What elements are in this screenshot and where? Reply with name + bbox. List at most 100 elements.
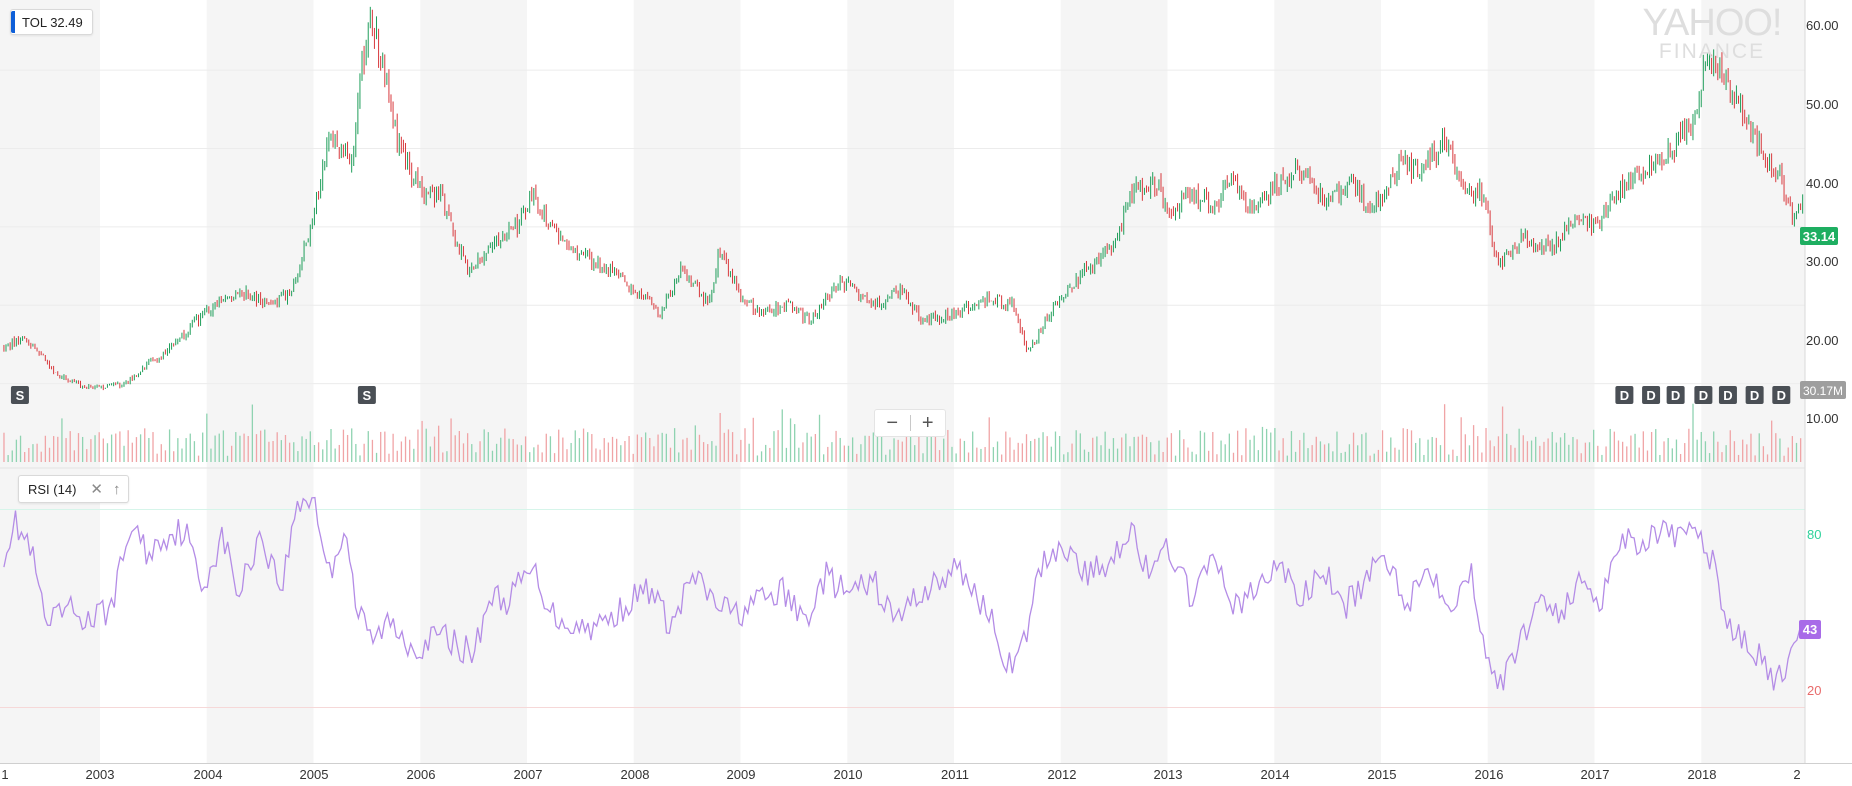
volume-bar (777, 430, 779, 462)
volume-bar (1547, 438, 1549, 462)
volume-bar (450, 418, 452, 462)
volume-bar (868, 435, 870, 462)
volume-bar (1646, 450, 1649, 462)
volume-bar (1058, 436, 1061, 462)
volume-bar (533, 447, 535, 462)
year-band (1060, 0, 1168, 763)
year-band (633, 0, 741, 763)
volume-bar (471, 444, 473, 462)
volume-bar (711, 441, 713, 462)
volume-bar (947, 429, 949, 462)
event-marker[interactable]: D (1772, 386, 1791, 404)
volume-bar (984, 447, 986, 462)
volume-bar (32, 444, 34, 462)
x-tick-label: 2010 (834, 767, 863, 782)
volume-bar (1332, 451, 1334, 462)
close-icon[interactable]: ✕ (90, 480, 103, 498)
volume-bar (475, 452, 477, 462)
volume-bar (760, 451, 763, 462)
event-marker[interactable]: D (1615, 386, 1634, 404)
volume-bar (905, 433, 908, 462)
volume-bar (1506, 433, 1508, 462)
volume-bar (1750, 433, 1752, 462)
volume-bar (19, 435, 22, 462)
volume-bar (218, 433, 220, 462)
volume-bar (1166, 437, 1168, 462)
volume-bar (508, 438, 510, 462)
volume-bar (951, 446, 953, 462)
volume-bar (967, 452, 970, 462)
volume-bar (177, 438, 179, 462)
volume-bar (479, 441, 481, 462)
volume-bar (1597, 445, 1599, 462)
ticker-legend[interactable]: TOL 32.49 (10, 9, 93, 35)
volume-badge: 30.17M (1800, 381, 1846, 399)
volume-bar (317, 442, 320, 462)
event-marker[interactable]: D (1745, 386, 1764, 404)
legend-price: 32.49 (50, 14, 83, 30)
volume-bar (682, 439, 684, 462)
volume-bar (909, 427, 912, 462)
volume-bar (193, 441, 196, 462)
volume-bar (549, 436, 552, 462)
event-marker[interactable]: S (357, 386, 376, 404)
event-marker-label: D (1620, 388, 1629, 403)
volume-bar (1783, 455, 1785, 462)
zoom-in-button[interactable]: + (921, 412, 934, 434)
event-marker[interactable]: D (1694, 386, 1713, 404)
volume-bar (1721, 452, 1723, 462)
volume-bar (1369, 455, 1371, 462)
volume-bar (458, 431, 461, 462)
year-band (847, 0, 954, 763)
volume-bar (1224, 444, 1226, 462)
event-marker[interactable]: D (1718, 386, 1737, 404)
volume-bar (1638, 447, 1640, 462)
volume-bar (1501, 406, 1504, 462)
volume-bar (1307, 448, 1309, 462)
volume-bar (417, 429, 419, 462)
volume-bar (653, 446, 655, 462)
volume-bar (388, 453, 390, 462)
event-marker[interactable]: D (1666, 386, 1685, 404)
volume-bar (847, 445, 850, 462)
volume-bar (545, 433, 547, 462)
event-marker[interactable]: D (1642, 386, 1661, 404)
volume-bar (1042, 432, 1044, 462)
volume-bar (24, 452, 26, 462)
volume-bar (57, 436, 59, 462)
volume-bar (1092, 437, 1094, 462)
zoom-out-button[interactable]: − (886, 412, 899, 434)
volume-bar (346, 434, 349, 462)
event-marker[interactable]: S (10, 386, 29, 404)
volume-bar (520, 445, 523, 462)
volume-bar (1456, 455, 1458, 462)
volume-bar (1191, 451, 1193, 462)
volume-bar (1535, 436, 1537, 462)
volume-bar (611, 436, 614, 462)
volume-bar (202, 432, 204, 462)
volume-bar (375, 452, 378, 462)
volume-bar (1634, 433, 1636, 462)
event-marker-label: S (363, 388, 372, 403)
volume-bar (1588, 442, 1591, 462)
arrow-up-icon[interactable]: ↑ (112, 480, 121, 498)
volume-bar (36, 443, 38, 462)
volume-bar (1514, 447, 1516, 462)
volume-bar (1485, 428, 1487, 462)
volume-bar (1489, 440, 1491, 462)
y-tick-label: 50.00 (1806, 97, 1839, 112)
volume-bar (731, 432, 734, 462)
volume-bar (996, 441, 999, 462)
volume-bar (1249, 439, 1251, 462)
volume-bar (827, 446, 829, 462)
volume-bar (1212, 432, 1214, 462)
volume-bar (835, 430, 837, 462)
volume-bar (1551, 431, 1553, 462)
volume-bar (301, 436, 303, 462)
x-tick-label: 2011 (941, 767, 969, 782)
volume-bar (168, 429, 171, 462)
volume-bar (914, 445, 916, 462)
volume-bar (1141, 434, 1144, 462)
